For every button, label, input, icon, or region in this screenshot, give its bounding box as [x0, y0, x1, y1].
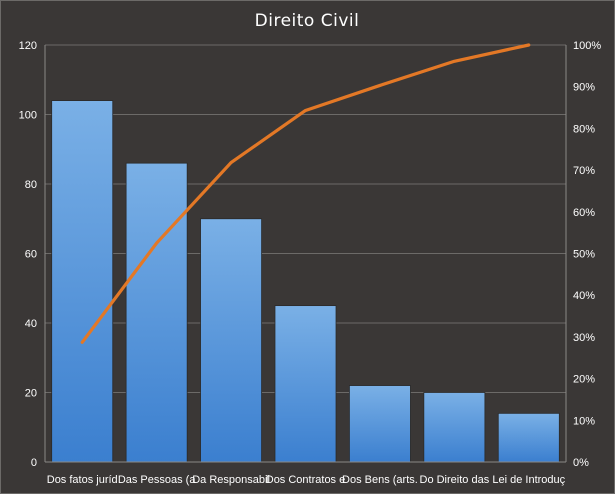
category-label: Lei de Introduç: [492, 474, 565, 486]
cumulative-line-layer: [80, 43, 531, 344]
right-tick-label: 90%: [573, 82, 595, 94]
left-tick-label: 120: [19, 40, 37, 52]
bar: [497, 412, 560, 463]
category-label: Dos Contratos e: [266, 474, 345, 486]
bars: [51, 100, 560, 463]
left-tick-label: 20: [25, 388, 37, 400]
bar: [51, 100, 114, 463]
right-tick-label: 30%: [573, 332, 595, 344]
bar: [349, 385, 411, 463]
bar: [125, 162, 188, 463]
category-label: Do Direito das: [420, 474, 490, 486]
category-label: Dos fatos juríd: [47, 474, 118, 486]
left-tick-label: 100: [19, 110, 37, 122]
right-tick-label: 0%: [573, 457, 589, 469]
bar: [200, 218, 262, 463]
left-tick-label: 60: [25, 249, 37, 261]
chart-title: Direito Civil: [255, 11, 360, 31]
right-tick-label: 20%: [573, 374, 595, 386]
right-tick-label: 100%: [573, 40, 601, 52]
right-tick-label: 70%: [573, 165, 595, 177]
right-tick-label: 60%: [573, 207, 595, 219]
right-tick-label: 50%: [573, 249, 595, 261]
left-axis-ticks: 0 20 40 60 80 100 120: [19, 40, 37, 469]
axes: [44, 45, 567, 463]
left-tick-label: 80: [25, 179, 37, 191]
right-tick-label: 10%: [573, 415, 595, 427]
right-axis-ticks: 0% 10% 20% 30% 40% 50% 60% 70% 80% 90% 100%: [573, 40, 601, 469]
category-label: Da Responsabil: [192, 474, 270, 486]
bar: [423, 392, 486, 463]
bar: [274, 305, 337, 463]
right-tick-label: 40%: [573, 290, 595, 302]
category-label: Das Pessoas (a: [118, 474, 197, 486]
category-label: Dos Bens (arts.: [342, 474, 418, 486]
left-tick-label: 0: [31, 457, 37, 469]
right-tick-label: 80%: [573, 123, 595, 135]
left-tick-label: 40: [25, 318, 37, 330]
category-labels: Dos fatos juríd Das Pessoas (aDa Responsa…: [47, 474, 566, 486]
